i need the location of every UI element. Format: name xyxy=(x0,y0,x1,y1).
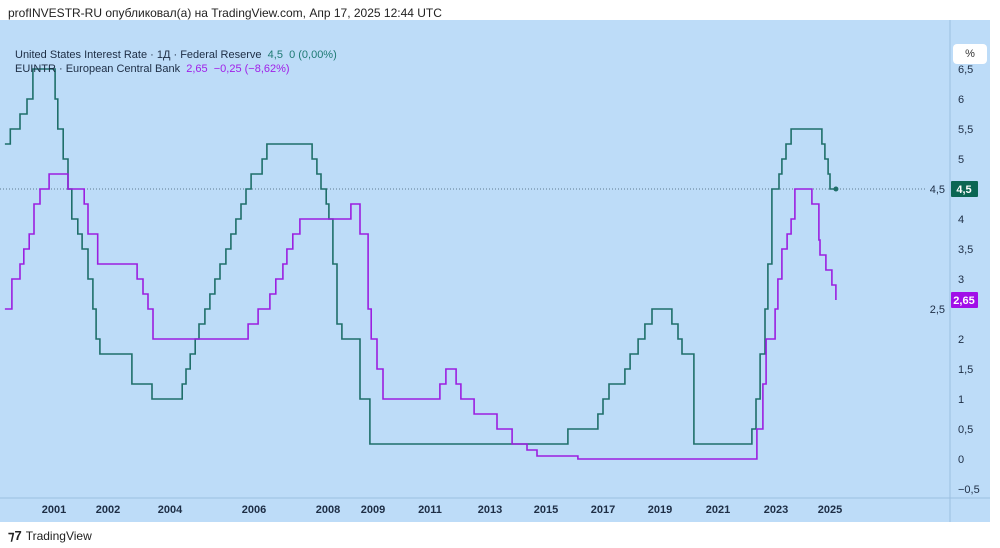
legend-ecb-change: −0,25 (−8,62%) xyxy=(213,63,290,75)
y-tick-label: 3 xyxy=(958,274,964,286)
y-tick-label: 0,5 xyxy=(958,424,973,436)
y-tick-label: 4,5 xyxy=(930,184,945,196)
last-value-badge-ecb xyxy=(951,292,978,308)
x-tick-label: 2009 xyxy=(361,504,385,516)
y-tick-label: 1,5 xyxy=(958,364,973,376)
y-tick-label: 5 xyxy=(958,154,964,166)
y-tick-label: −0,5 xyxy=(958,484,980,496)
legend-fed[interactable]: United States Interest Rate · 1Д · Feder… xyxy=(15,48,337,62)
tradingview-logo-icon: ⁊7 xyxy=(8,528,22,543)
last-value-badge-fed xyxy=(951,181,978,197)
legend-ecb[interactable]: EUINTR · European Central Bank 2,65 −0,2… xyxy=(15,62,337,76)
y-tick-label: 2,5 xyxy=(930,304,945,316)
y-tick-label: 5,5 xyxy=(958,124,973,136)
x-tick-label: 2002 xyxy=(96,504,120,516)
x-tick-label: 2004 xyxy=(158,504,183,516)
legend-ecb-value: 2,65 xyxy=(186,63,208,75)
x-tick-label: 2008 xyxy=(316,504,340,516)
legend: United States Interest Rate · 1Д · Feder… xyxy=(15,48,337,76)
legend-fed-change: 0 (0,00%) xyxy=(289,49,337,61)
y-tick-label: 6,5 xyxy=(958,64,973,76)
x-tick-label: 2006 xyxy=(242,504,266,516)
x-tick-label: 2001 xyxy=(42,504,66,516)
x-tick-label: 2011 xyxy=(418,504,442,516)
last-value-label-ecb: 2,65 xyxy=(953,295,974,307)
x-tick-label: 2021 xyxy=(706,504,730,516)
y-tick-label: 1 xyxy=(958,394,964,406)
x-tick-label: 2015 xyxy=(534,504,558,516)
footer: ⁊7 TradingView xyxy=(8,528,92,544)
x-tick-label: 2025 xyxy=(818,504,842,516)
x-tick-label: 2013 xyxy=(478,504,502,516)
chart-area[interactable]: United States Interest Rate · 1Д · Feder… xyxy=(0,20,990,522)
y-tick-label: 0 xyxy=(958,454,964,466)
publisher-header: profINVESTR-RU опубликовал(а) на Trading… xyxy=(8,6,442,20)
legend-fed-name: United States Interest Rate · 1Д · Feder… xyxy=(15,49,262,61)
x-tick-label: 2017 xyxy=(591,504,615,516)
y-tick-label: 3,5 xyxy=(958,244,973,256)
x-tick-label: 2019 xyxy=(648,504,672,516)
series-line-ecb xyxy=(4,173,837,460)
y-tick-label: 6 xyxy=(958,94,964,106)
legend-fed-value: 4,5 xyxy=(267,49,283,61)
x-tick-label: 2023 xyxy=(764,504,788,516)
last-value-label-fed: 4,5 xyxy=(956,184,971,196)
percent-scale-button[interactable]: % xyxy=(953,44,987,64)
y-tick-label: 4 xyxy=(958,214,964,226)
y-tick-label: 2 xyxy=(958,334,964,346)
fed-last-dot xyxy=(833,186,839,192)
series-line-fed xyxy=(4,68,836,445)
footer-brand: TradingView xyxy=(25,529,92,543)
legend-ecb-name: EUINTR · European Central Bank xyxy=(15,63,181,75)
